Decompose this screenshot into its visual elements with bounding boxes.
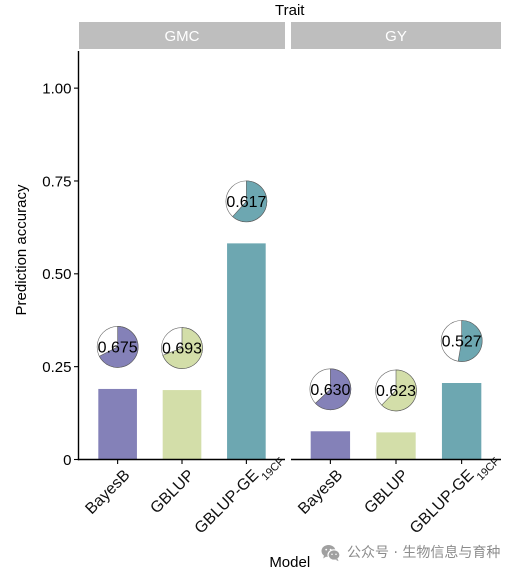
pie-label: 0.693	[162, 341, 202, 358]
watermark-text: 公众号 · 生物信息与育种	[347, 545, 501, 561]
bar-gy-bayesb	[310, 431, 351, 460]
pie-slice	[98, 326, 139, 368]
y-tick-label: 0.50	[42, 266, 71, 283]
x-tick-label-gy-bayesb: BayesB	[295, 467, 346, 518]
pie-gy-gblup-ge-19cf: 0.527	[440, 320, 483, 362]
facet-strips: GMC GY	[79, 22, 501, 49]
y-tick-label: 0	[63, 452, 71, 469]
strip-gmc	[79, 22, 285, 49]
y-tick-label: 1.00	[42, 80, 71, 97]
x-tick-label-gmc-bayesb: BayesB	[82, 467, 133, 518]
pie-slice	[457, 320, 483, 362]
x-tick-label-gy-gblup-ge-19cf: GBLUP-GE	[407, 467, 477, 537]
axes	[74, 51, 501, 464]
bar-gmc-bayesb	[98, 388, 137, 460]
pie-label: 0.675	[98, 340, 138, 357]
strip-label-gmc: GMC	[165, 28, 200, 45]
bars	[98, 243, 482, 460]
bar-gmc-gblup-ge-19cf	[227, 243, 266, 460]
facet-title: Trait	[275, 2, 305, 19]
pie-slice	[162, 327, 203, 369]
pie-gmc-gblup: 0.693	[161, 327, 203, 369]
watermark: 公众号 · 生物信息与育种	[321, 543, 500, 563]
pie-slice	[232, 180, 268, 223]
y-axis-title: Prediction accuracy	[13, 184, 30, 315]
pies: 0.675 0.693 0.617 0.630 0.623 0.527	[96, 180, 483, 412]
bar-gy-gblup	[376, 432, 416, 460]
pie-label: 0.630	[310, 382, 350, 399]
pie-label: 0.617	[226, 194, 266, 211]
x-tick-label-gmc-gblup-ge-19cf: GBLUP-GE	[192, 467, 262, 537]
pie-slice	[381, 369, 417, 412]
pie-gy-bayesb: 0.630	[309, 368, 352, 411]
wechat-icon	[321, 545, 341, 562]
pie-label: 0.623	[376, 383, 416, 400]
pie-slice	[315, 368, 352, 411]
strip-label-gy: GY	[385, 28, 407, 45]
strip-gy	[291, 22, 501, 49]
pie-label: 0.527	[442, 334, 482, 351]
x-axis-title: Model	[269, 554, 310, 571]
x-tick-label-gy-gblup: GBLUP	[361, 467, 411, 517]
bar-gy-gblup-ge-19cf	[441, 383, 482, 460]
pie-gmc-gblup-ge-19cf: 0.617	[225, 180, 268, 223]
pie-gmc-bayesb: 0.675	[96, 326, 139, 368]
x-tick-label-gmc-gblup: GBLUP	[147, 467, 197, 517]
pie-gy-gblup: 0.623	[375, 369, 417, 412]
y-tick-label: 0.75	[42, 173, 71, 190]
bar-gmc-gblup	[162, 390, 202, 460]
y-tick-label: 0.25	[42, 359, 71, 376]
